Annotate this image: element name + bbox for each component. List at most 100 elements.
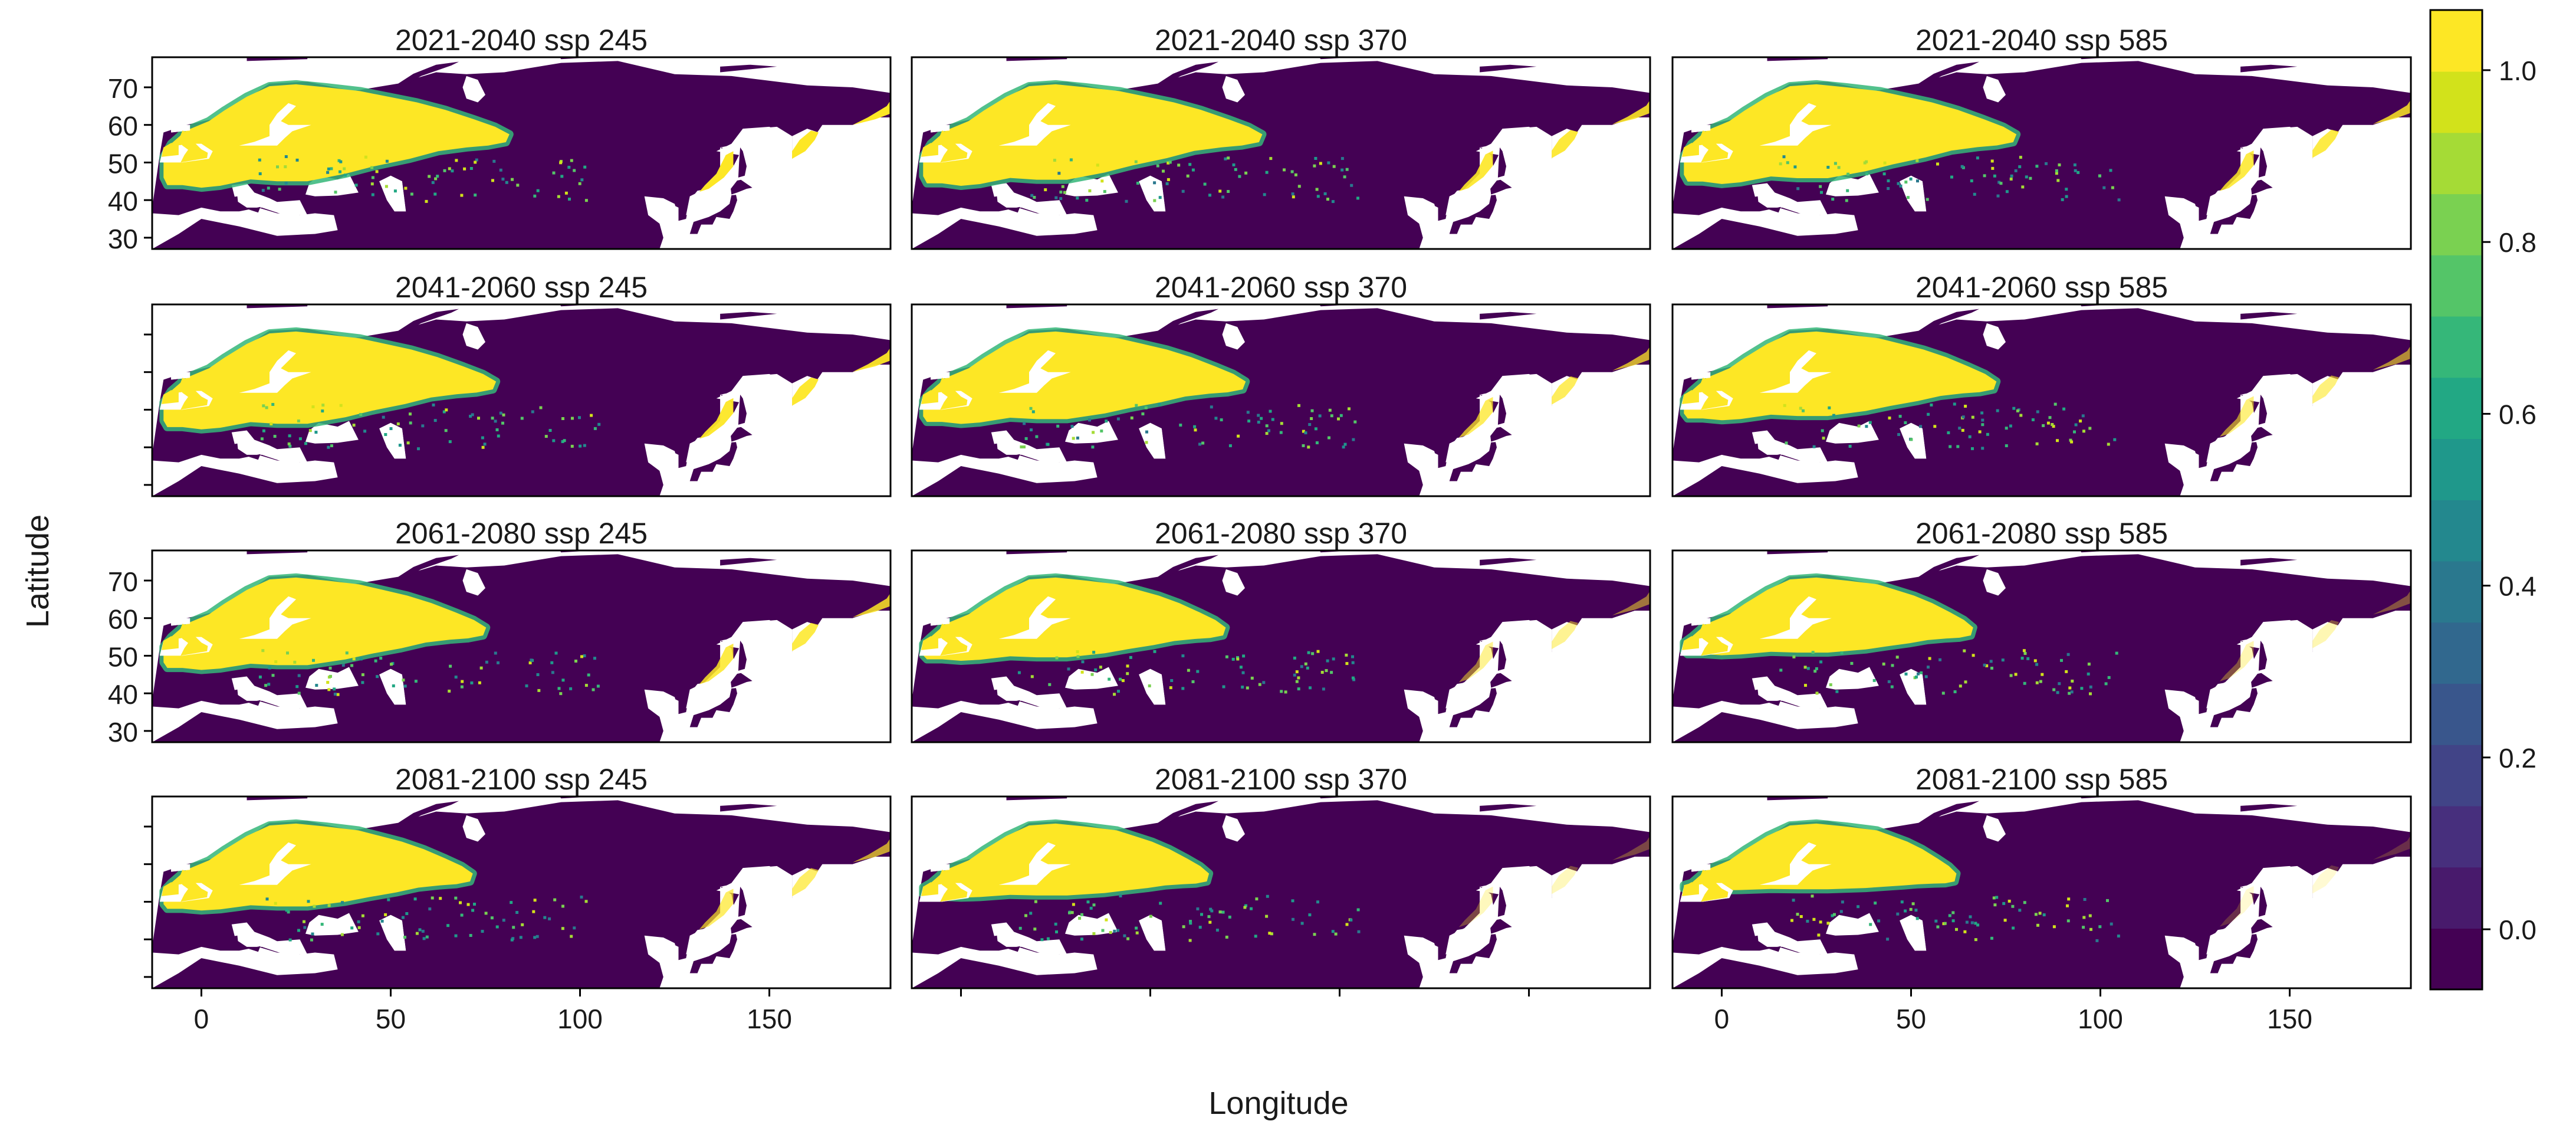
- suitability-pixel: [1322, 687, 1325, 691]
- no-data-area: [2240, 373, 2313, 429]
- suitability-pixel: [584, 199, 588, 202]
- suitability-pixel: [409, 421, 412, 425]
- suitability-pixel: [1826, 922, 1830, 925]
- suitability-pixel: [1917, 672, 1920, 676]
- suitability-pixel: [1306, 666, 1309, 670]
- suitability-pixel: [469, 415, 472, 418]
- suitability-pixel: [473, 903, 476, 906]
- coastal-suitable-patch: [852, 347, 891, 372]
- suitability-pixel: [1820, 191, 1823, 194]
- suitable-habitat: [923, 577, 1226, 661]
- suitability-pixel: [1950, 175, 1953, 179]
- suitability-pixel: [471, 413, 474, 417]
- no-data-area: [1752, 922, 1828, 955]
- suitability-pixel: [1840, 651, 1844, 654]
- no-data-area: [912, 550, 999, 577]
- no-data-area: [1673, 796, 1760, 823]
- suitability-pixel: [2068, 691, 2071, 695]
- island: [1008, 454, 1020, 460]
- island: [398, 61, 459, 86]
- no-data-area: [912, 700, 1098, 742]
- suitability-pixel: [1189, 922, 1192, 925]
- suitability-pixel: [1334, 932, 1338, 936]
- suitability-pixel: [1356, 196, 1359, 200]
- suitability-pixel: [1167, 161, 1170, 165]
- suitability-pixel: [1255, 897, 1259, 901]
- suitability-pixel: [502, 919, 505, 922]
- suitability-pixel: [363, 430, 367, 433]
- suitability-pixel: [2005, 190, 2009, 194]
- island: [2210, 195, 2258, 234]
- suitability-pixel: [1352, 678, 1356, 681]
- suitability-pixel: [1352, 438, 1355, 441]
- suitability-pixel: [1958, 427, 1961, 430]
- suitability-pixel: [1887, 187, 1890, 190]
- suitability-pixel: [2042, 424, 2045, 427]
- suitability-pixel: [596, 684, 600, 688]
- suitability-pixel: [1067, 667, 1070, 671]
- suitability-pixel: [1964, 680, 1967, 684]
- suitability-pixel: [396, 422, 400, 425]
- suitability-pixel: [327, 904, 331, 907]
- x-tick-label: 150: [2267, 1004, 2312, 1034]
- suitability-pixel: [1125, 199, 1128, 203]
- island: [2258, 886, 2267, 917]
- suitability-pixel: [1265, 432, 1269, 435]
- no-data-area: [239, 596, 311, 639]
- suitability-pixel: [1318, 414, 1322, 418]
- island: [248, 946, 261, 952]
- suitability-pixel: [1951, 911, 1955, 914]
- suitability-pixel: [1980, 411, 1984, 415]
- suitability-pixel: [418, 928, 422, 932]
- suitability-pixel: [268, 666, 271, 670]
- suitability-pixel: [409, 412, 412, 416]
- suitability-pixel: [1924, 675, 1928, 678]
- suitability-pixel: [1024, 914, 1027, 917]
- no-data-area: [152, 796, 239, 823]
- suitability-pixel: [274, 660, 278, 664]
- no-data-area: [720, 373, 793, 429]
- suitability-pixel: [2019, 156, 2022, 159]
- island: [1158, 61, 1219, 86]
- island: [1769, 700, 1781, 706]
- island: [1158, 309, 1219, 333]
- suitability-pixel: [570, 935, 573, 938]
- suitability-pixel: [405, 912, 409, 915]
- suitability-pixel: [431, 896, 434, 900]
- suitability-pixel: [387, 898, 390, 902]
- suitability-pixel: [374, 659, 377, 663]
- suitable-island: [1698, 130, 1729, 163]
- suitability-pixel: [1061, 185, 1064, 188]
- suitability-pixel: [1314, 157, 1317, 160]
- suitability-pixel: [2069, 438, 2072, 442]
- suitability-pixel: [336, 693, 340, 696]
- no-data-area: [1480, 866, 1552, 921]
- suitability-pixel: [1246, 686, 1249, 690]
- suitability-pixel: [1046, 442, 1050, 446]
- island: [2240, 312, 2298, 320]
- suitability-pixel: [525, 684, 528, 687]
- coastal-suitable-patch: [699, 889, 734, 930]
- suitability-pixel: [1265, 424, 1269, 428]
- suitability-pixel: [1320, 671, 1324, 674]
- suitability-pixel: [2038, 912, 2042, 915]
- suitability-pixel: [1191, 680, 1195, 683]
- no-data-area: [1826, 913, 1879, 936]
- suitability-pixel: [1340, 157, 1344, 160]
- no-data-area: [998, 103, 1071, 146]
- suitability-pixel: [428, 907, 432, 911]
- suitability-pixel: [1179, 424, 1182, 427]
- suitability-pixel: [1189, 920, 1192, 923]
- no-data-area: [998, 842, 1071, 885]
- suitability-pixel: [1822, 437, 1825, 440]
- suitability-pixel: [593, 427, 597, 430]
- colorbar-bin: [2430, 805, 2482, 868]
- no-data-area: [2240, 619, 2313, 675]
- suitability-pixel: [354, 183, 358, 187]
- suitability-pixel: [1811, 651, 1815, 654]
- suitability-pixel: [1136, 182, 1139, 185]
- island: [1480, 312, 1537, 320]
- suitable-island: [178, 378, 208, 410]
- suitability-pixel: [442, 410, 446, 414]
- suitability-pixel: [1865, 160, 1868, 163]
